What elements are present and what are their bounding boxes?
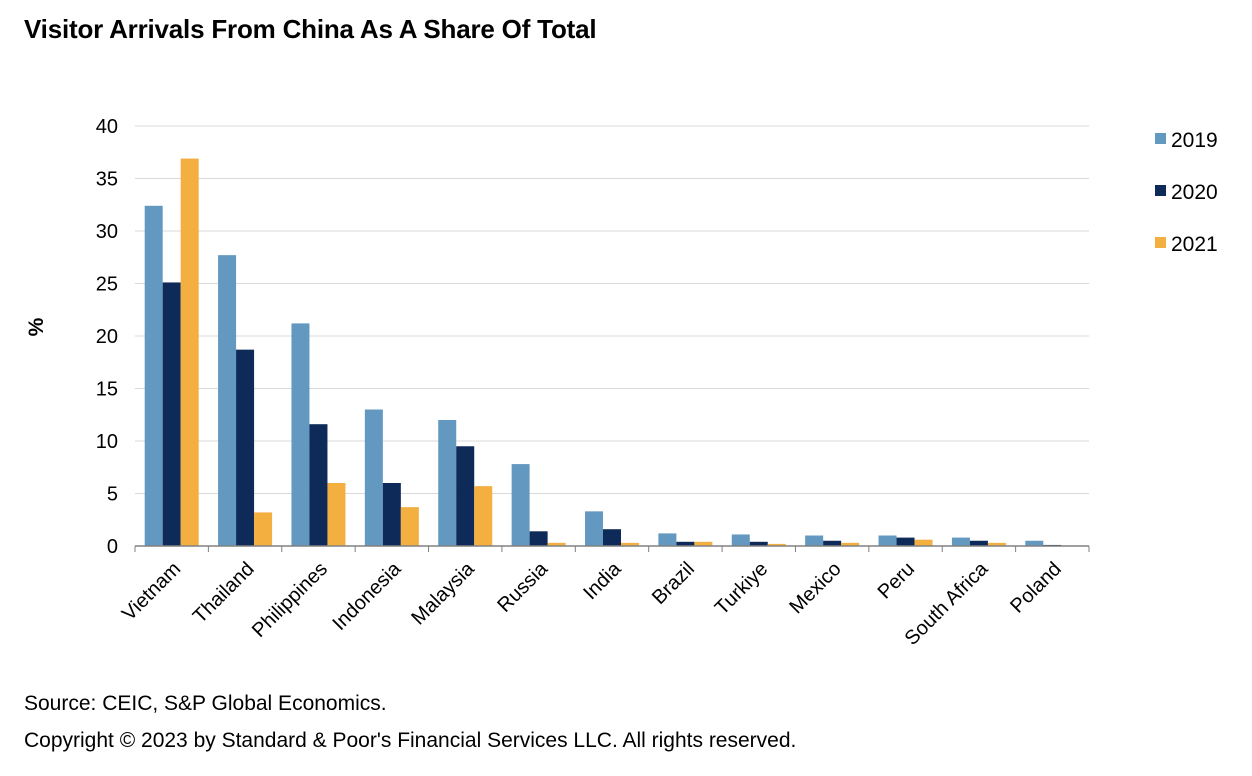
bar-2020-india: [603, 529, 621, 546]
bar-2019-india: [585, 511, 603, 546]
source-note: Source: CEIC, S&P Global Economics.: [24, 692, 387, 715]
y-tick-label: 10: [96, 431, 118, 453]
bar-2019-turkiye: [731, 534, 750, 546]
x-tick-label: Mexico: [785, 558, 845, 618]
y-tick-label: 20: [96, 326, 118, 348]
legend-label: 2019: [1171, 129, 1218, 152]
bar-2020-thailand: [236, 349, 255, 546]
bar-2020-mexico: [823, 540, 842, 546]
y-tick-label: 15: [96, 379, 118, 401]
bar-2021-philippines: [327, 483, 346, 546]
x-tick-label: Poland: [1006, 558, 1066, 618]
bar-2021-vietnam: [180, 158, 199, 547]
bar-2019-russia: [511, 464, 530, 546]
bar-2020-vietnam: [162, 282, 181, 546]
y-tick-label: 5: [107, 484, 118, 506]
bar-2019-peru: [878, 535, 897, 546]
copyright-note: Copyright © 2023 by Standard & Poor's Fi…: [24, 729, 797, 752]
y-tick-label: 40: [96, 116, 118, 138]
bar-2019-vietnam: [144, 205, 163, 547]
bar-2021-south-africa: [987, 542, 1006, 546]
bars: [144, 158, 1080, 547]
bar-2019-malaysia: [438, 420, 457, 546]
bar-2021-india: [621, 542, 639, 546]
y-axis-label: %: [25, 317, 48, 336]
bar-2020-peru: [896, 537, 915, 546]
bar-2020-russia: [529, 531, 548, 546]
bar-2021-turkiye: [767, 543, 786, 546]
bar-2019-thailand: [218, 255, 237, 546]
bar-2021-thailand: [254, 512, 273, 546]
x-tick-label: Russia: [493, 557, 552, 616]
bar-2020-brazil: [676, 541, 695, 546]
bar-2021-mexico: [841, 542, 860, 546]
bar-2020-indonesia: [382, 483, 401, 546]
bar-chart: 0 5 10 15 20 25 30 35 40 Vietnam ThailandPhilippin…: [25, 116, 1218, 650]
x-tick-label: Philippines: [248, 558, 332, 642]
chart-title: Visitor Arrivals From China As A Share O…: [24, 14, 597, 44]
bar-2020-south-africa: [969, 540, 988, 546]
x-tick-label: Indonesia: [328, 557, 406, 635]
y-tick-label: 25: [96, 274, 118, 296]
x-tick-label: Thailand: [189, 558, 259, 628]
legend-swatch: [1155, 185, 1166, 196]
bar-2019-brazil: [658, 533, 677, 546]
bar-2019-philippines: [291, 323, 310, 546]
bar-2021-russia: [547, 542, 566, 546]
y-tick-label: 30: [96, 221, 118, 243]
x-tick-label: India: [579, 557, 626, 604]
bar-2020-philippines: [309, 424, 328, 546]
x-tick-label: Brazil: [648, 558, 699, 609]
legend-label: 2020: [1171, 181, 1218, 204]
bar-2021-indonesia: [400, 507, 419, 546]
legend-swatch: [1155, 133, 1166, 144]
x-tick-label: Vietnam: [118, 558, 185, 625]
bar-2020-turkiye: [749, 541, 768, 546]
y-tick-label: 35: [96, 169, 118, 191]
y-tick-label: 0: [107, 536, 118, 558]
bar-2020-malaysia: [456, 446, 475, 546]
legend-swatch: [1155, 237, 1166, 248]
bar-2019-mexico: [805, 535, 824, 546]
bar-2019-poland: [1025, 540, 1044, 546]
bar-2019-south-africa: [951, 537, 970, 546]
legend: 2019 2020 2021: [1155, 129, 1218, 256]
x-tick-label: Peru: [874, 558, 919, 603]
bar-2021-peru: [914, 539, 933, 546]
bar-2021-malaysia: [474, 486, 493, 546]
x-tick-label: Turkiye: [711, 558, 772, 619]
x-tick-label: Malaysia: [407, 557, 479, 629]
bar-2021-brazil: [694, 541, 713, 546]
gridlines: [135, 125, 1089, 494]
bar-2019-indonesia: [364, 409, 383, 546]
legend-label: 2021: [1171, 233, 1218, 256]
